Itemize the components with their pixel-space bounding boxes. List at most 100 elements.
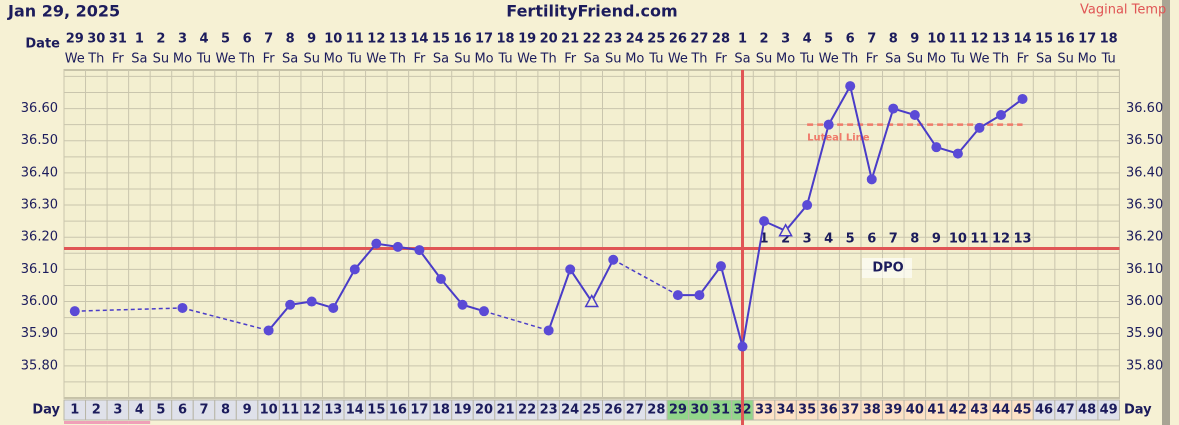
date-label: 9: [910, 32, 919, 47]
discarded-point: [778, 223, 793, 237]
weekday-label: Fr: [866, 52, 879, 67]
weekday-label: Su: [153, 52, 170, 67]
date-label: 20: [540, 32, 558, 47]
date-label: 12: [970, 32, 988, 47]
x-tick-label: 9: [243, 403, 252, 418]
date-label: 13: [389, 32, 407, 47]
temperature-point: [371, 238, 382, 249]
y-tick-label-right: 36.40: [1126, 165, 1163, 180]
weekday-label: Mo: [173, 52, 192, 67]
date-label: Date: [25, 37, 60, 52]
x-tick-label: 17: [410, 403, 428, 418]
date-label: 1: [135, 32, 144, 47]
luteal-label: Luteal Line: [807, 133, 870, 144]
gap-connector: [612, 259, 679, 296]
date-label: 16: [1057, 32, 1075, 47]
weekday-label: Th: [540, 52, 557, 67]
x-tick-label: 5: [156, 403, 165, 418]
date-label: 27: [690, 32, 708, 47]
date-label: 6: [846, 32, 855, 47]
gap-connector: [483, 310, 549, 332]
temperature-point: [737, 341, 748, 352]
weekday-label: Fr: [564, 52, 577, 67]
x-tick-label: 3: [113, 403, 122, 418]
x-tick-label: 16: [389, 403, 407, 418]
weekday-label: We: [65, 52, 85, 67]
x-tick-label: 34: [777, 403, 795, 418]
y-tick-label-right: 36.20: [1126, 230, 1163, 245]
weekday-label: Tu: [347, 52, 362, 67]
x-tick-label: 38: [863, 403, 881, 418]
y-tick-label: 36.40: [21, 165, 58, 180]
x-tick-label: 21: [497, 403, 515, 418]
dpo-label: 8: [910, 232, 919, 247]
weekday-label: Tu: [648, 52, 663, 67]
date-label: 8: [889, 32, 898, 47]
x-tick-label: 11: [281, 403, 299, 418]
temperature-point: [715, 261, 726, 272]
x-tick-label: 31: [712, 403, 730, 418]
date-label: 4: [199, 32, 208, 47]
temperature-point: [909, 110, 920, 121]
weekday-label: Th: [690, 52, 707, 67]
x-tick-label: 47: [1057, 403, 1075, 418]
x-tick-label: 13: [324, 403, 342, 418]
y-tick-label: 36.60: [21, 101, 58, 116]
date-label: 14: [410, 32, 428, 47]
x-tick-label: 27: [626, 403, 644, 418]
x-tick-label: 4: [135, 403, 144, 418]
date-label: 10: [927, 32, 945, 47]
dpo-label: 4: [824, 232, 833, 247]
menses-mark: [107, 421, 129, 424]
weekday-label: Su: [907, 52, 924, 67]
weekday-label: Mo: [927, 52, 946, 67]
weekday-label: Sa: [584, 52, 600, 67]
annotation: Vaginal Temp: [1080, 3, 1166, 18]
weekday-label: Th: [992, 52, 1009, 67]
y-tick-label: 36.00: [21, 294, 58, 309]
date-label: 17: [475, 32, 493, 47]
weekday-label: We: [969, 52, 989, 67]
dpo-label: 10: [949, 232, 967, 247]
weekday-label: Su: [756, 52, 773, 67]
weekday-label: Tu: [1101, 52, 1116, 67]
y-tick-label-right: 35.90: [1126, 326, 1163, 341]
weekday-label: Su: [1057, 52, 1074, 67]
gap-connector: [182, 307, 269, 332]
x-tick-label: 35: [798, 403, 816, 418]
date-label: 23: [604, 32, 622, 47]
weekday-label: Fr: [413, 52, 426, 67]
dpo-title: DPO: [872, 261, 903, 276]
date-label: 25: [647, 32, 665, 47]
x-tick-label: 44: [992, 403, 1010, 418]
y-tick-label: 35.80: [21, 358, 58, 373]
x-tick-label: 48: [1078, 403, 1096, 418]
dpo-label: 13: [1013, 232, 1031, 247]
temperature-point: [974, 122, 985, 133]
x-tick-label: 49: [1100, 403, 1118, 418]
dpo-label: 6: [867, 232, 876, 247]
weekday-label: Fr: [263, 52, 276, 67]
date-label: 8: [286, 32, 295, 47]
day-label: Day: [32, 403, 60, 418]
y-tick-label: 36.30: [21, 198, 58, 213]
x-tick-label: 6: [178, 403, 187, 418]
weekday-label: Su: [454, 52, 471, 67]
date-label: 29: [66, 32, 84, 47]
weekday-label: Mo: [474, 52, 493, 67]
weekday-label: Mo: [1078, 52, 1097, 67]
x-tick-label: 40: [906, 403, 924, 418]
weekday-label: We: [517, 52, 537, 67]
y-tick-label-right: 36.60: [1126, 101, 1163, 116]
date-label: 2: [760, 32, 769, 47]
weekday-label: Fr: [1017, 52, 1030, 67]
weekday-label: Th: [87, 52, 104, 67]
date-label: 9: [307, 32, 316, 47]
gap-connector: [74, 307, 183, 312]
temperature-point: [608, 254, 619, 265]
date-label: 14: [1013, 32, 1031, 47]
x-tick-label: 41: [927, 403, 945, 418]
y-tick-label-right: 36.30: [1126, 198, 1163, 213]
temperature-point: [414, 245, 425, 256]
